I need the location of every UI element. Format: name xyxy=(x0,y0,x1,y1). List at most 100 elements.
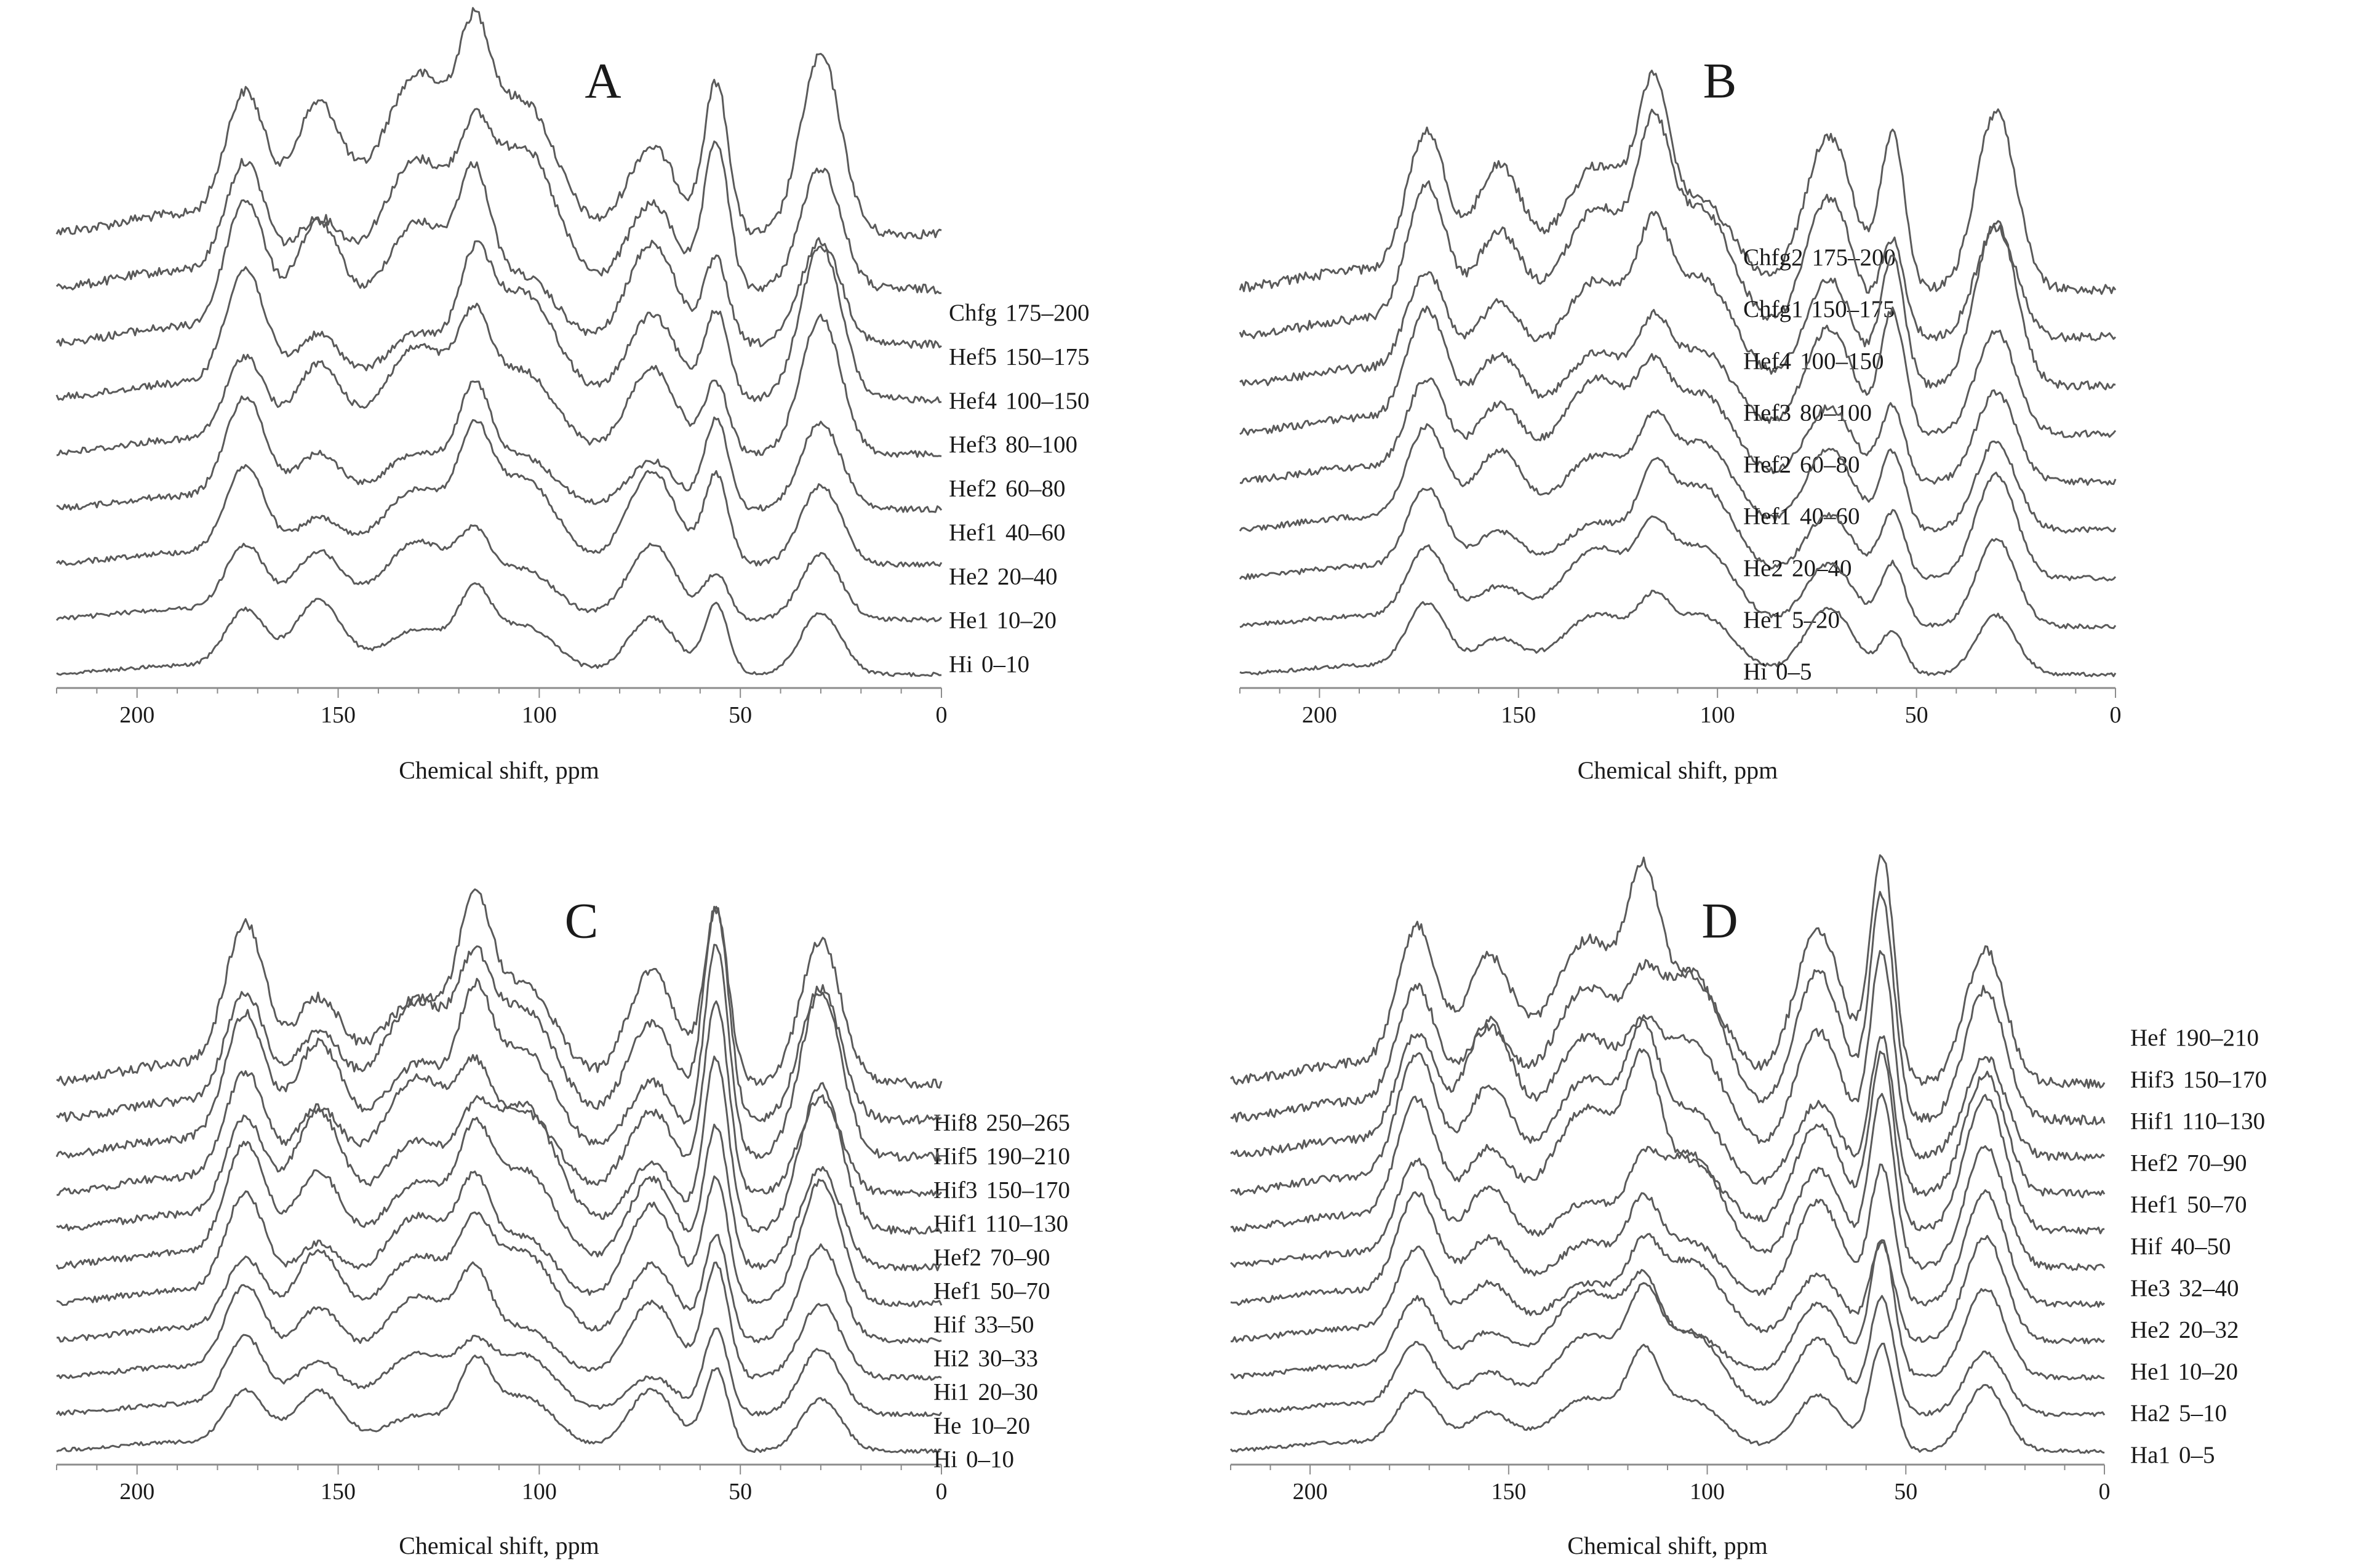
series-name: Hef5 xyxy=(949,343,997,370)
series-range: 0–10 xyxy=(981,651,1029,678)
series-range: 150–175 xyxy=(1811,296,1895,322)
series-label: Chfg2 175–200 xyxy=(1743,244,1896,271)
series-label: Hef3 80–100 xyxy=(949,431,1077,458)
series-range: 150–170 xyxy=(2183,1066,2267,1093)
series-range: 110–130 xyxy=(985,1210,1068,1237)
series-label: Hi 0–5 xyxy=(1743,658,1812,685)
spectrum-trace xyxy=(56,380,943,513)
series-label: Hef2 60–80 xyxy=(949,475,1065,502)
x-axis-label: Chemical shift, ppm xyxy=(1567,1532,1768,1559)
series-name: Hef xyxy=(2130,1025,2166,1051)
spectrum-trace xyxy=(56,1055,943,1235)
series-name: Hef1 xyxy=(1743,503,1791,530)
spectrum-trace xyxy=(1230,1048,2105,1235)
panel-c: C 200 150 100 50 0 Chemical shift, ppm Hif8 250–… xyxy=(55,888,1071,1559)
spectrum-trace xyxy=(1239,305,2117,438)
series-label: Hi1 20–30 xyxy=(933,1379,1038,1406)
series-range: 40–60 xyxy=(1005,519,1066,546)
series-name: Hef3 xyxy=(949,431,997,458)
series-name: Hef2 xyxy=(949,475,997,502)
spectrum-trace xyxy=(1230,1163,2106,1308)
series-range: 190–210 xyxy=(2175,1025,2259,1051)
series-label: Hif1 110–130 xyxy=(933,1210,1068,1237)
panel-b: B 200 150 100 50 0 Chemical shift, ppm Chfg2 175… xyxy=(1239,52,2122,784)
series-range: 10–20 xyxy=(970,1412,1030,1439)
spectrum-trace xyxy=(56,1211,942,1345)
spectrum-trace xyxy=(55,1327,943,1417)
panel-letter: C xyxy=(565,892,599,948)
spectrum-trace xyxy=(56,1000,943,1198)
x-tick-label: 200 xyxy=(1293,1479,1328,1505)
spectrum-trace xyxy=(56,906,942,1126)
series-label: Hef2 70–90 xyxy=(933,1244,1050,1271)
series-range: 10–20 xyxy=(997,607,1057,634)
series-label: Hif 33–50 xyxy=(933,1311,1034,1338)
x-tick-label: 150 xyxy=(321,1479,356,1505)
series-label: He1 5–20 xyxy=(1743,607,1840,633)
x-tick-label: 150 xyxy=(1501,702,1536,728)
series-range: 32–40 xyxy=(2179,1275,2239,1302)
series-label: Hif3 150–170 xyxy=(933,1177,1070,1203)
series-label: Hif3 150–170 xyxy=(2130,1066,2267,1093)
x-tick-label: 100 xyxy=(1700,702,1735,728)
series-name: He3 xyxy=(2130,1275,2170,1302)
spectrum-trace xyxy=(55,943,942,1162)
x-tick-label: 150 xyxy=(321,702,356,728)
series-label: Hef 190–210 xyxy=(2130,1025,2259,1051)
series-label: Ha1 0–5 xyxy=(2130,1442,2215,1468)
series-range: 60–80 xyxy=(1800,451,1860,478)
x-tick-label: 50 xyxy=(729,702,752,728)
series-range: 150–170 xyxy=(986,1177,1071,1203)
series-label: He3 32–40 xyxy=(2130,1275,2239,1302)
series-range: 80–100 xyxy=(1005,431,1077,458)
spectrum-trace xyxy=(56,1354,942,1454)
x-tick-label: 0 xyxy=(2099,1479,2111,1505)
series-name: Hi xyxy=(949,651,973,678)
series-label: Hif1 110–130 xyxy=(2130,1108,2265,1135)
series-range: 190–210 xyxy=(986,1143,1071,1170)
series-range: 30–33 xyxy=(978,1345,1039,1372)
series-name: He2 xyxy=(2130,1317,2170,1343)
series-label: Hef1 50–70 xyxy=(2130,1191,2247,1218)
series-label: Hif8 250–265 xyxy=(933,1110,1070,1136)
series-name: He1 xyxy=(949,607,988,634)
series-range: 20–40 xyxy=(1792,555,1852,582)
series-range: 5–10 xyxy=(2179,1400,2227,1426)
spectrum-trace xyxy=(56,302,942,458)
x-tick-label: 200 xyxy=(1302,702,1337,728)
series-name: Hi xyxy=(1743,658,1767,685)
x-tick-label: 100 xyxy=(522,702,557,728)
series-name: He2 xyxy=(949,563,989,590)
series-name: Chfg xyxy=(949,300,997,326)
series-name: Hef2 xyxy=(2130,1150,2178,1176)
series-name: He2 xyxy=(1743,555,1783,582)
series-range: 20–40 xyxy=(997,563,1058,590)
series-label: Hef1 40–60 xyxy=(949,519,1065,546)
x-tick-label: 0 xyxy=(936,702,948,728)
spectrum-trace xyxy=(1230,1018,2106,1199)
spectrum-trace xyxy=(1239,353,2117,486)
series-label: Hi 0–10 xyxy=(949,651,1029,678)
spectrum-trace xyxy=(1230,1239,2105,1381)
x-tick-label: 200 xyxy=(119,1479,154,1505)
series-range: 110–130 xyxy=(2182,1108,2265,1135)
panel-a: A 200 150 100 50 0 Chemical shift, ppm Chfg 175–… xyxy=(55,7,1090,784)
series-name: Hef1 xyxy=(933,1278,981,1304)
spectrum-trace xyxy=(55,7,942,239)
series-label: Hef3 80–100 xyxy=(1743,399,1872,426)
series-label: Hef1 40–60 xyxy=(1743,503,1860,530)
panel-letter: A xyxy=(585,52,621,108)
series-label: Chfg1 150–175 xyxy=(1743,296,1895,322)
series-name: Hif8 xyxy=(933,1110,978,1136)
series-name: Hef2 xyxy=(933,1244,981,1271)
series-label: Chfg 175–200 xyxy=(949,300,1090,326)
series-label: He2 20–40 xyxy=(1743,555,1852,582)
spectrum-trace xyxy=(56,582,942,678)
spectrum-trace xyxy=(56,888,943,1089)
panel-letter: D xyxy=(1701,892,1738,948)
series-name: Hef3 xyxy=(1743,399,1791,426)
series-label: Hef5 150–175 xyxy=(949,343,1089,370)
series-label: Hef2 60–80 xyxy=(1743,451,1860,478)
x-tick-label: 50 xyxy=(1894,1479,1917,1505)
spectrum-trace xyxy=(1229,1342,2105,1454)
